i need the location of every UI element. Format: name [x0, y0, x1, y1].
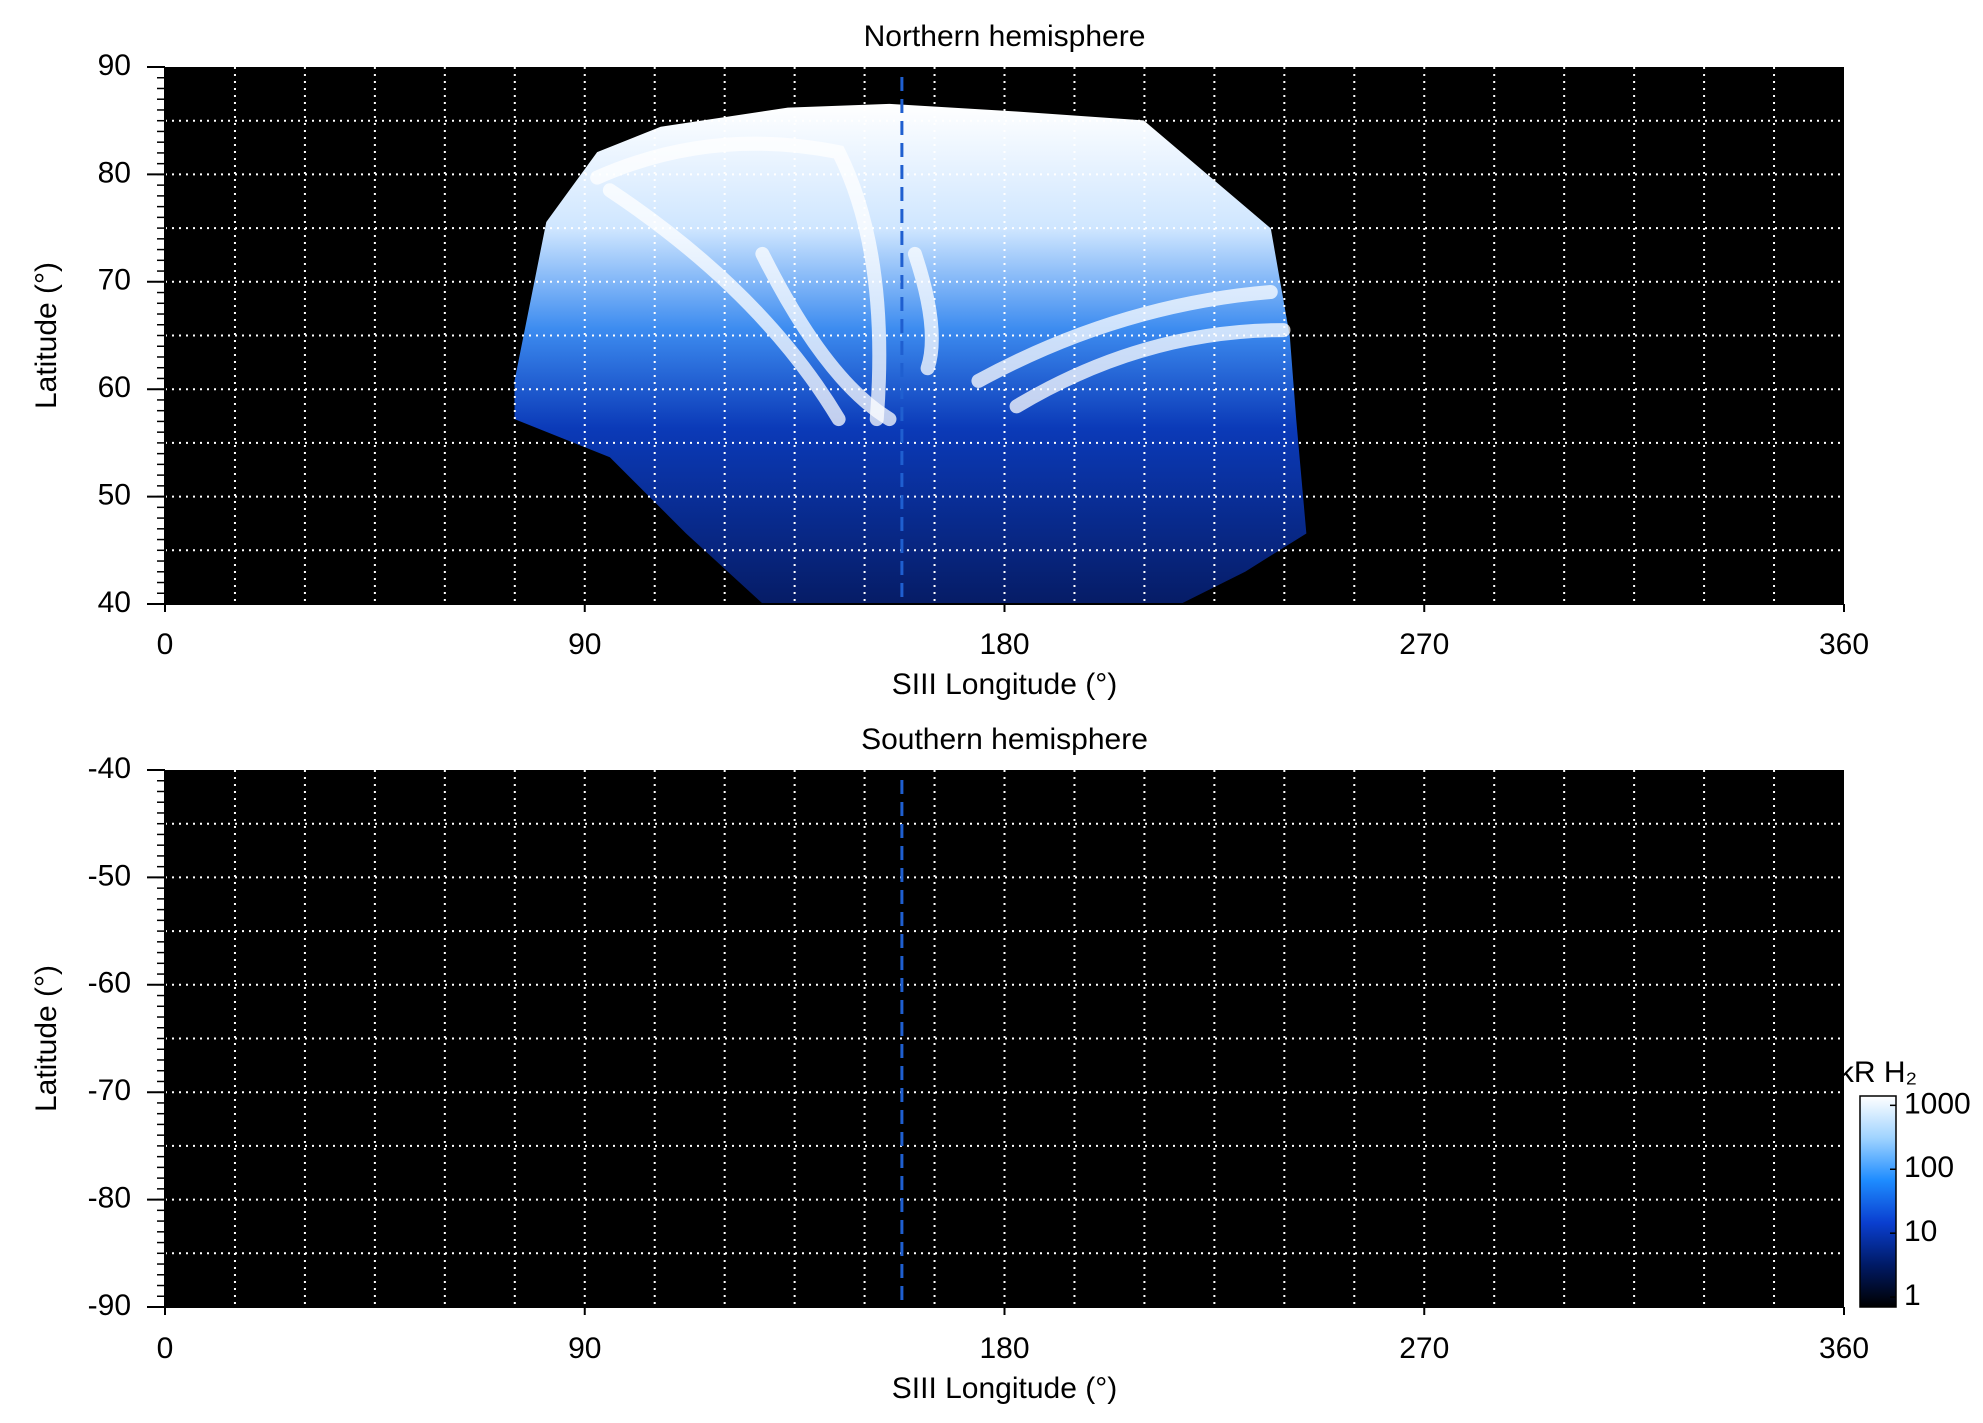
- auroral-arc: [590, 136, 887, 427]
- y-axis-label: Latitude (°): [30, 262, 63, 409]
- chart-title: Northern hemisphere: [864, 20, 1146, 53]
- colorbar-tick-label: 100: [1904, 1151, 1954, 1184]
- y-tick-label: -50: [88, 859, 131, 892]
- y-tick-label: 40: [98, 586, 131, 619]
- x-tick-label: 180: [979, 1332, 1029, 1365]
- y-tick-label: -40: [88, 752, 131, 785]
- y-tick-label: 60: [98, 371, 131, 404]
- auroral-arc: [1009, 323, 1291, 414]
- y-tick-label: -60: [88, 967, 131, 1000]
- chart-title: Southern hemisphere: [861, 723, 1148, 756]
- x-tick-label: 360: [1819, 1332, 1869, 1365]
- x-tick-label: 270: [1399, 628, 1449, 661]
- plot-background: [165, 770, 1844, 1307]
- x-tick-label: 90: [568, 628, 601, 661]
- colorbar-tick-label: 1000: [1904, 1087, 1971, 1120]
- x-tick-label: 0: [157, 1332, 174, 1365]
- auroral-arc: [971, 284, 1278, 388]
- y-axis-label: Latitude (°): [30, 965, 63, 1112]
- y-tick-label: -80: [88, 1182, 131, 1215]
- auroral-arc: [755, 246, 897, 427]
- x-axis-label: SIII Longitude (°): [892, 668, 1117, 701]
- y-tick-label: 80: [98, 156, 131, 189]
- x-tick-label: 90: [568, 1332, 601, 1365]
- x-tick-label: 180: [979, 628, 1029, 661]
- colorbar-tick-label: 1: [1904, 1279, 1921, 1312]
- y-tick-label: -90: [88, 1289, 131, 1322]
- colorbar: [1859, 1095, 1897, 1308]
- auroral-arc: [907, 246, 939, 376]
- x-tick-label: 270: [1399, 1332, 1449, 1365]
- y-tick-label: -70: [88, 1074, 131, 1107]
- x-tick-label: 360: [1819, 628, 1869, 661]
- y-tick-label: 70: [98, 264, 131, 297]
- y-tick-label: 50: [98, 479, 131, 512]
- x-axis-label: SIII Longitude (°): [892, 1372, 1117, 1405]
- y-tick-label: 90: [98, 49, 131, 82]
- colorbar-label: kR H₂: [1839, 1056, 1917, 1089]
- auroral-arc: [602, 183, 846, 427]
- colorbar-tick-label: 10: [1904, 1215, 1937, 1248]
- x-tick-label: 0: [157, 628, 174, 661]
